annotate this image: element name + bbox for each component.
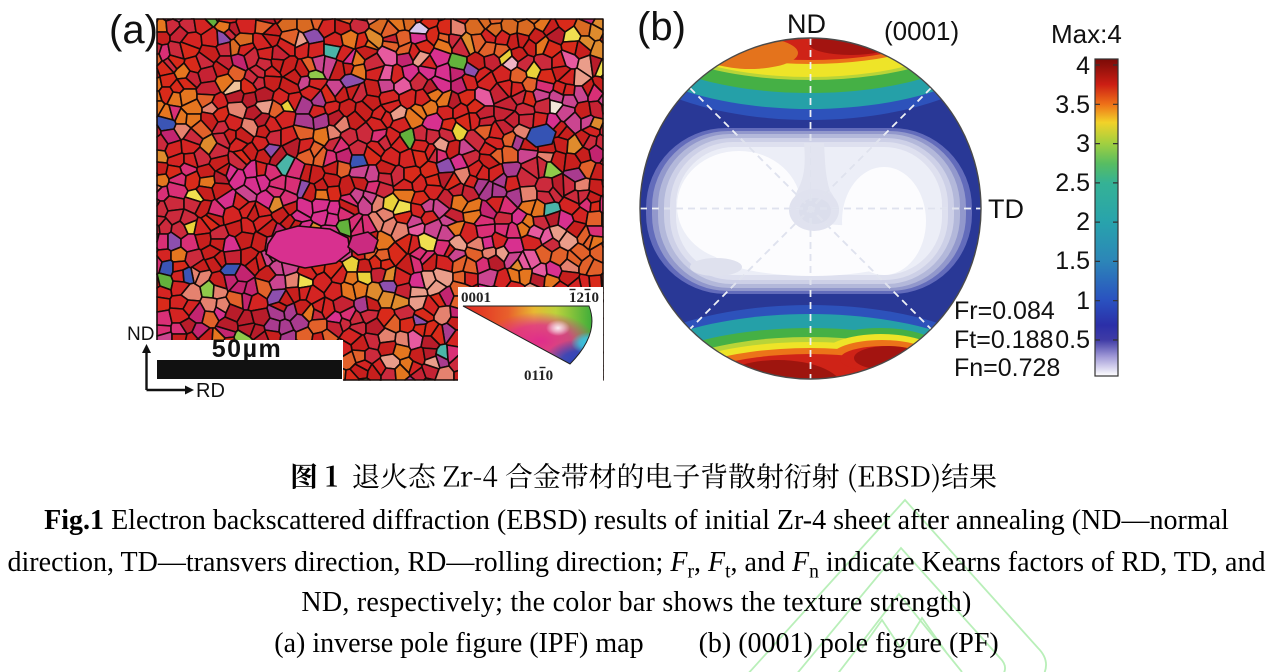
svg-text:1210: 1210 [569, 290, 599, 306]
svg-text:3: 3 [1076, 130, 1090, 158]
svg-text:50µm: 50µm [212, 335, 282, 363]
svg-text:(a): (a) [109, 8, 158, 52]
svg-text:2.5: 2.5 [1055, 169, 1090, 197]
svg-text:2: 2 [1076, 208, 1090, 236]
svg-text:Fr=0.084: Fr=0.084 [954, 297, 1055, 325]
svg-text:4: 4 [1076, 52, 1090, 80]
svg-text:ND: ND [787, 9, 826, 39]
svg-text:TD: TD [988, 194, 1024, 224]
svg-text:RD: RD [196, 380, 225, 402]
svg-text:Ft=0.188: Ft=0.188 [954, 326, 1053, 354]
svg-text:0001: 0001 [461, 290, 491, 306]
svg-text:Max:4: Max:4 [1051, 19, 1122, 49]
svg-text:3.5: 3.5 [1055, 91, 1090, 119]
svg-text:(0001): (0001) [884, 16, 959, 46]
svg-text:1.5: 1.5 [1055, 247, 1090, 275]
svg-text:ND: ND [127, 324, 154, 345]
svg-text:(b): (b) [637, 5, 686, 49]
svg-text:0.5: 0.5 [1055, 326, 1090, 354]
svg-text:0110: 0110 [524, 368, 553, 384]
svg-text:Fn=0.728: Fn=0.728 [954, 354, 1060, 382]
svg-text:1: 1 [1076, 287, 1090, 315]
